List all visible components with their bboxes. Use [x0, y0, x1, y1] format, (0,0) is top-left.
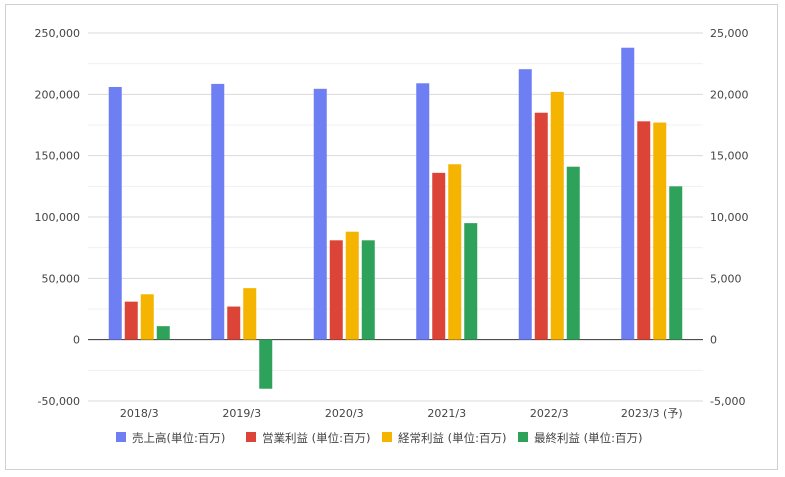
bar-4-3 [361, 240, 375, 340]
legend-label-1: 売上高(単位:百万) [132, 431, 225, 445]
left-axis-tick-label: -50,000 [38, 395, 80, 408]
legend-label-4: 最終利益 (単位:百万) [534, 431, 643, 445]
bar-4-5 [566, 166, 580, 340]
bar-2-1 [124, 301, 138, 340]
bar-1-5 [518, 69, 532, 340]
right-axis-tick-label: 20,000 [710, 88, 749, 101]
x-axis-category-label: 2021/3 [427, 407, 466, 420]
left-axis-tick-label: 200,000 [35, 88, 81, 101]
bar-3-2 [243, 288, 257, 340]
bar-1-1 [108, 86, 122, 340]
legend-swatch-1 [116, 432, 126, 442]
x-axis-category-label: 2019/3 [222, 407, 261, 420]
bar-4-1 [156, 326, 170, 340]
bar-3-6 [653, 122, 667, 340]
right-axis-tick-label: 5,000 [710, 272, 742, 285]
left-axis-tick-label: 250,000 [35, 27, 81, 40]
left-axis-tick-label: 0 [73, 334, 80, 347]
bar-2-2 [227, 306, 241, 340]
right-axis-tick-label: 25,000 [710, 27, 749, 40]
bar-2-4 [432, 172, 446, 340]
x-axis-category-label: 2023/3 (予) [621, 407, 683, 420]
bar-3-4 [448, 164, 462, 340]
legend-swatch-2 [246, 432, 256, 442]
bar-2-3 [329, 240, 343, 340]
bar-3-3 [345, 231, 359, 340]
bar-4-6 [669, 186, 683, 340]
left-axis-tick-label: 50,000 [42, 272, 81, 285]
bar-1-6 [621, 47, 635, 340]
right-axis-tick-label: 0 [710, 334, 717, 347]
left-axis-tick-label: 150,000 [35, 150, 81, 163]
x-axis-category-label: 2020/3 [325, 407, 364, 420]
bar-4-2 [259, 339, 273, 389]
legend-label-3: 経常利益 (単位:百万) [398, 431, 507, 445]
bar-3-5 [550, 91, 564, 340]
right-axis-tick-label: -5,000 [710, 395, 745, 408]
left-axis-tick-label: 100,000 [35, 211, 81, 224]
legend-label-2: 営業利益 (単位:百万) [262, 431, 371, 445]
bar-1-4 [416, 83, 430, 340]
legend-swatch-3 [382, 432, 392, 442]
bar-2-5 [534, 112, 548, 340]
bar-3-1 [140, 294, 154, 340]
x-axis-category-label: 2018/3 [120, 407, 159, 420]
bar-1-2 [211, 83, 225, 340]
right-axis-tick-label: 10,000 [710, 211, 749, 224]
bar-1-3 [313, 88, 327, 340]
legend-swatch-4 [518, 432, 528, 442]
bar-4-4 [464, 223, 478, 340]
right-axis-tick-label: 15,000 [710, 150, 749, 163]
bar-2-6 [637, 121, 651, 340]
x-axis-category-label: 2022/3 [530, 407, 569, 420]
